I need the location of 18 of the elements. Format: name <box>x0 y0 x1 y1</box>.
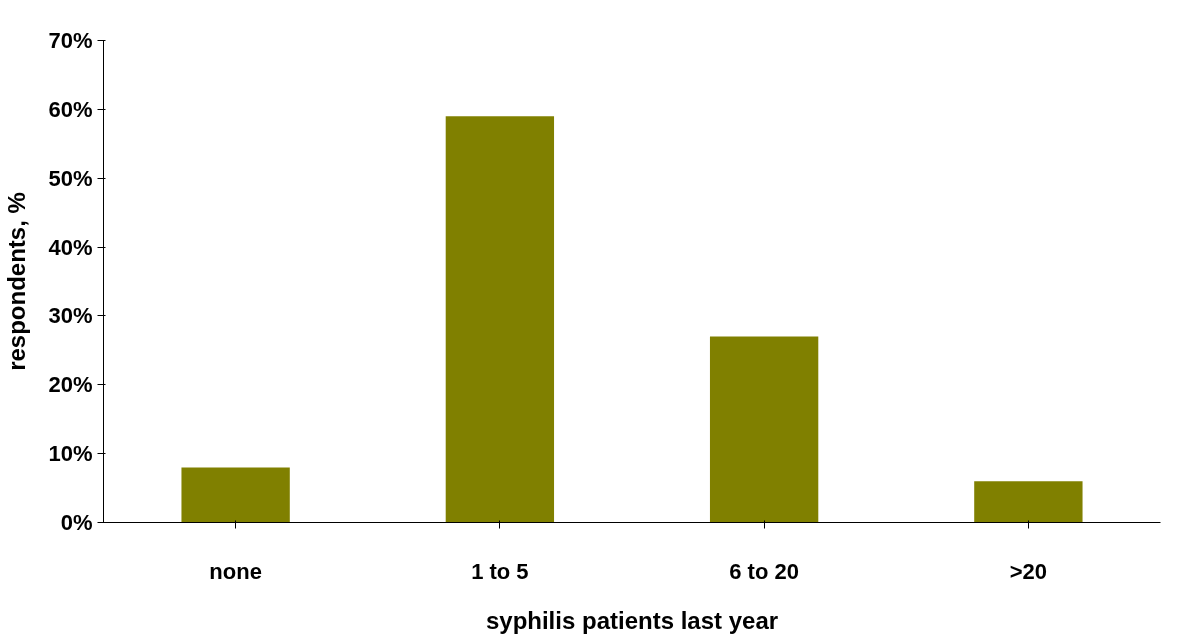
y-tick-label: 10% <box>48 441 93 467</box>
x-tick-label: none <box>209 558 262 584</box>
x-tick-label: >20 <box>1009 558 1048 584</box>
y-tick-label: 30% <box>48 303 93 329</box>
y-axis-title: respondents, % <box>3 192 31 371</box>
bar <box>445 116 555 523</box>
y-tick-label: 20% <box>48 372 93 398</box>
x-axis-title: syphilis patients last year <box>485 606 779 634</box>
y-tick-label: 60% <box>48 96 93 122</box>
y-tick-label: 50% <box>48 165 93 191</box>
y-tick-label: 0% <box>60 510 93 535</box>
bar <box>974 481 1083 523</box>
bar <box>709 336 819 523</box>
y-tick-label: 70% <box>48 28 93 53</box>
x-tick-label: 1 to 5 <box>471 558 529 584</box>
y-tick-label: 40% <box>48 234 93 260</box>
bar <box>181 467 290 523</box>
x-tick-label: 6 to 20 <box>729 558 799 584</box>
